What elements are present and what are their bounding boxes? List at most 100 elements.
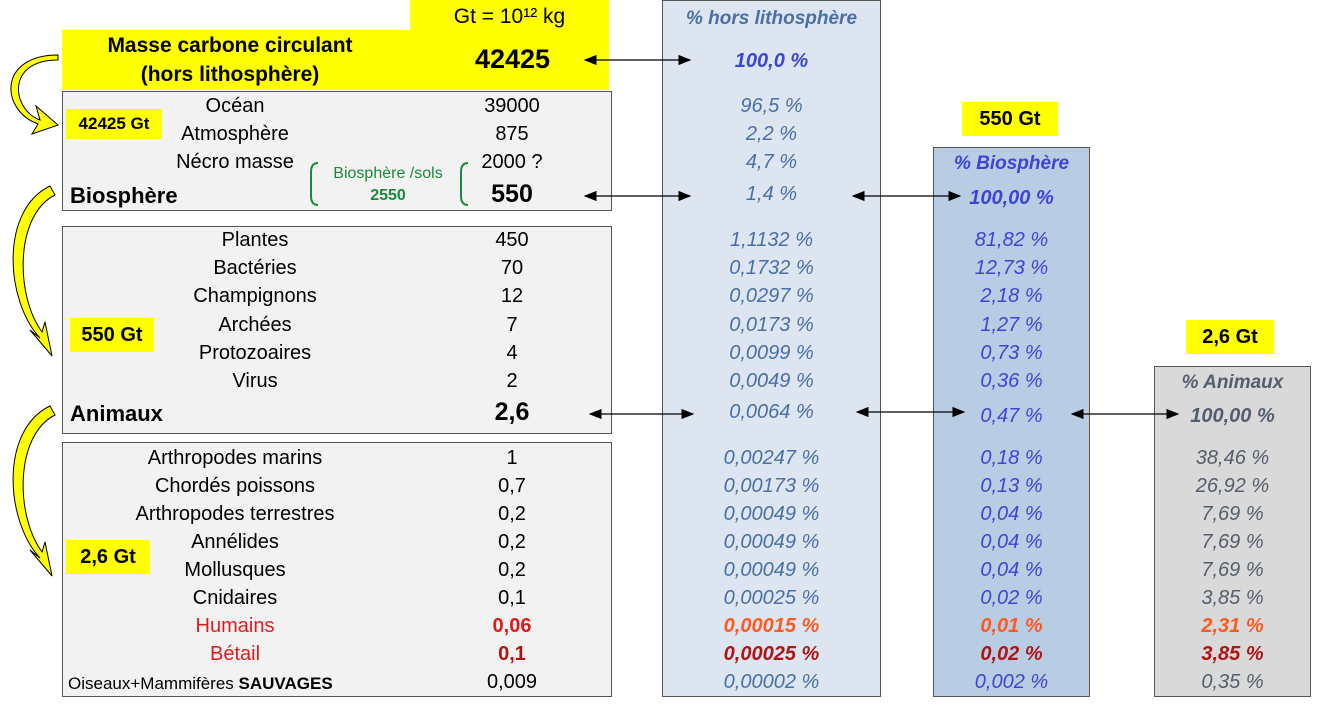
animal-row-p2: 0,01 % — [980, 615, 1043, 637]
bio-row-value: 70 — [500, 257, 524, 280]
unit-note-text: Gt = 10¹² kg — [453, 5, 566, 28]
bio-row-name: Champignons — [193, 285, 317, 308]
bio-row-value: 2 — [506, 370, 518, 392]
animal-row-name: Humains — [195, 615, 275, 637]
animal-row-p3: 3,85 % — [1201, 643, 1264, 665]
animal-row-name-prefix: Oiseaux+Mammifères — [68, 674, 239, 693]
animal-row-p3: 2,31 % — [1201, 615, 1264, 637]
animal-row-name: Oiseaux+Mammifères SAUVAGES — [68, 674, 333, 694]
bio-row-value: 7 — [506, 313, 518, 336]
animal-row-name-bold: SAUVAGES — [238, 674, 333, 693]
animal-row-value: 0,2 — [498, 503, 526, 525]
bio-row-name: Bactéries — [213, 257, 297, 280]
title-line2: (hors lithosphère) — [140, 63, 320, 86]
animal-row-value: 0,06 — [492, 615, 532, 637]
row-ocean-name: Océan — [205, 95, 265, 117]
bio-row-name: Archées — [218, 313, 292, 336]
animal-row-p2: 0,02 % — [980, 587, 1043, 609]
bio-row-name: Virus — [232, 370, 278, 392]
animal-row-name: Annélides — [191, 531, 279, 553]
animal-row-name: Arthropodes terrestres — [135, 503, 335, 525]
bio-row-p1: 0,0099 % — [729, 341, 814, 364]
animaux-total-p3: 100,00 % — [1190, 405, 1275, 427]
animals-percent-column — [1154, 366, 1311, 697]
title-block — [62, 30, 609, 90]
animal-row-p2: 0,04 % — [980, 559, 1043, 581]
animal-row-p2: 0,02 % — [980, 643, 1043, 665]
animal-row-p1: 0,00025 % — [723, 587, 820, 609]
animal-row-value: 0,1 — [498, 643, 526, 665]
bio-row-value: 450 — [495, 229, 529, 251]
litho-percent-column — [662, 0, 881, 697]
animaux-total-name: Animaux — [70, 401, 163, 426]
biosphere-total-p1: 1,4 % — [745, 183, 798, 205]
group2-box — [62, 226, 612, 434]
animal-row-value: 0,2 — [498, 559, 526, 581]
bio-row-p2: 0,36 % — [980, 370, 1043, 392]
bio-row-p1: 0,0297 % — [729, 285, 814, 308]
animal-row-p3: 7,69 % — [1201, 503, 1264, 525]
animal-row-p3: 26,92 % — [1195, 475, 1270, 497]
animal-row-value: 0,7 — [498, 475, 526, 497]
bio-row-p1: 0,0173 % — [729, 313, 814, 336]
animal-row-value: 0,2 — [498, 531, 526, 553]
animal-row-name: Arthropodes marins — [147, 447, 323, 469]
litho-percent-header: % hors lithosphère — [685, 8, 858, 29]
animal-row-p1: 0,00173 % — [723, 475, 820, 497]
animal-row-name: Mollusques — [184, 559, 286, 581]
animal-row-p1: 0,00247 % — [723, 447, 820, 469]
bio-row-name: Protozoaires — [198, 341, 312, 364]
biosphere-percent-header: % Biosphère — [953, 153, 1070, 174]
animal-row-p1: 0,00002 % — [723, 671, 820, 693]
animal-row-name: Cnidaires — [192, 587, 278, 609]
animal-row-p1: 0,00015 % — [723, 615, 820, 637]
biosphere-total-value: 550 — [491, 180, 533, 208]
total-percent: 100,0 % — [734, 50, 809, 72]
biosphere-percent-column — [933, 147, 1090, 697]
row-necromasse-p1: 4,7 % — [745, 151, 798, 173]
bio-row-p2: 81,82 % — [974, 229, 1049, 251]
bio-row-value: 4 — [506, 341, 518, 364]
group3-tag: 2,6 Gt — [66, 540, 150, 574]
row-necromasse-name: Nécro masse — [176, 151, 294, 173]
bio-row-p1: 1,1132 % — [729, 229, 814, 251]
animals-percent-header: % Animaux — [1181, 372, 1284, 393]
animal-row-value: 1 — [506, 447, 518, 469]
row-atmosphere-name: Atmosphère — [181, 123, 289, 145]
bio-row-p2: 2,18 % — [980, 285, 1043, 308]
total-mass: 42425 — [474, 44, 551, 74]
bio-row-value: 12 — [500, 285, 524, 308]
biosphere-total-p2: 100,00 % — [969, 187, 1054, 209]
bio-row-name: Plantes — [221, 229, 289, 251]
animal-row-p1: 0,00025 % — [723, 643, 820, 665]
biosphere-total-name: Biosphère — [70, 183, 178, 208]
bio-row-p1: 0,1732 % — [729, 257, 814, 280]
animal-row-p3: 3,85 % — [1201, 587, 1264, 609]
row-atmosphere-p1: 2,2 % — [745, 123, 798, 145]
bio-row-p2: 1,27 % — [980, 313, 1043, 336]
animal-row-value: 0,1 — [498, 587, 526, 609]
animaux-total-p2: 0,47 % — [980, 405, 1043, 427]
animal-row-p3: 0,35 % — [1201, 671, 1264, 693]
animal-row-p2: 0,18 % — [980, 447, 1043, 469]
animal-row-p1: 0,00049 % — [723, 559, 820, 581]
bracket-value: 2550 — [370, 187, 406, 204]
bio-row-p1: 0,0049 % — [729, 370, 814, 392]
title-line1: Masse carbone circulant — [107, 34, 353, 57]
bracket-label: Biosphère /sols — [333, 165, 443, 182]
biosphere-head-tag: 550 Gt — [962, 102, 1058, 136]
bio-row-p2: 12,73 % — [974, 257, 1049, 280]
animal-row-p2: 0,13 % — [980, 475, 1043, 497]
animal-row-p1: 0,00049 % — [723, 503, 820, 525]
animaux-total-value: 2,6 — [494, 398, 530, 426]
animal-row-p2: 0,04 % — [980, 503, 1043, 525]
animal-row-p3: 7,69 % — [1201, 559, 1264, 581]
group1-tag: 42425 Gt — [66, 109, 162, 139]
unit-note — [410, 0, 609, 34]
animaux-total-p1: 0,0064 % — [729, 401, 814, 423]
animal-row-p3: 38,46 % — [1195, 447, 1270, 469]
animals-head-tag: 2,6 Gt — [1186, 320, 1274, 354]
animal-row-value: 0,009 — [486, 671, 538, 693]
animal-row-name: Bétail — [209, 643, 261, 665]
